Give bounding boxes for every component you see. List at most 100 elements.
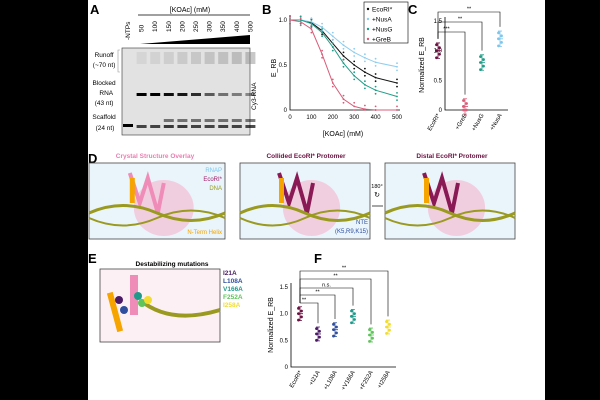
b-data-point bbox=[321, 53, 323, 56]
scaffold-band bbox=[218, 125, 229, 128]
f-data-point bbox=[388, 322, 391, 326]
scaffold-upper-band bbox=[177, 119, 188, 122]
b-data-point bbox=[342, 51, 345, 54]
dna-helix-strand bbox=[88, 209, 226, 227]
b-fit-line-1 bbox=[290, 19, 398, 68]
c-significance-label: ** bbox=[467, 7, 472, 13]
cy3-label: Cy3-RNA bbox=[251, 82, 258, 110]
n-term-helix bbox=[424, 178, 429, 203]
b-ytick: 0 bbox=[284, 108, 288, 114]
b-data-point bbox=[364, 71, 366, 74]
mutation-label: I258A bbox=[223, 302, 241, 309]
b-data-point bbox=[364, 53, 366, 56]
b-data-point bbox=[342, 65, 345, 68]
b-data-point bbox=[396, 69, 398, 72]
b-data-point bbox=[396, 78, 398, 81]
c-data-point bbox=[482, 64, 485, 68]
b-data-point bbox=[310, 19, 313, 21]
c-data-point bbox=[435, 43, 438, 47]
c-data-point bbox=[465, 108, 468, 112]
f-data-point bbox=[335, 331, 338, 335]
mutation-site bbox=[120, 306, 128, 314]
b-xtick: 400 bbox=[371, 115, 382, 121]
mutation-label: L108A bbox=[223, 278, 243, 285]
b-legend bbox=[363, 1, 409, 44]
b-data-point bbox=[299, 20, 302, 23]
dna-helix bbox=[384, 204, 516, 222]
mutation-site bbox=[144, 296, 152, 304]
c-error-bar bbox=[435, 42, 441, 59]
f-data-point bbox=[332, 334, 335, 338]
helix-label: N-Term Helix bbox=[187, 230, 222, 236]
lane-label: 250 bbox=[193, 21, 200, 32]
f-significance-bracket bbox=[300, 302, 319, 324]
b-legend-entry: +NusA bbox=[372, 17, 392, 24]
blocked-band bbox=[150, 93, 161, 96]
scaffold-band bbox=[231, 125, 242, 128]
c-significance-label: ** bbox=[458, 17, 463, 23]
scaffold-size: (24 nt) bbox=[96, 125, 115, 132]
blocked-band bbox=[191, 93, 201, 96]
b-data-point bbox=[353, 67, 356, 70]
c-axes bbox=[444, 17, 508, 111]
c-data-point bbox=[438, 52, 441, 56]
c-data-point bbox=[500, 34, 503, 38]
mutation-label: I21A bbox=[223, 270, 237, 277]
c-data-point bbox=[500, 40, 503, 44]
blocked-band bbox=[163, 93, 174, 96]
f-data-point bbox=[300, 309, 303, 313]
blocked-band bbox=[218, 93, 229, 96]
b-data-point bbox=[396, 99, 398, 101]
f-axes bbox=[290, 283, 396, 368]
b-data-point bbox=[331, 31, 334, 34]
f-error-bar bbox=[368, 327, 374, 343]
ecori-cartoon bbox=[127, 171, 166, 214]
scaffold-upper-band bbox=[204, 119, 215, 122]
b-data-point bbox=[321, 49, 323, 52]
f-data-point bbox=[353, 318, 356, 321]
b-data-point bbox=[364, 87, 366, 90]
runoff-label: Runoff bbox=[95, 52, 114, 59]
b-data-point bbox=[310, 22, 313, 25]
b-data-point bbox=[353, 74, 356, 77]
runoff-smear bbox=[150, 52, 161, 64]
blocked-band bbox=[136, 93, 147, 96]
f-data-point bbox=[350, 321, 353, 325]
c-data-point bbox=[465, 102, 468, 105]
b-data-point bbox=[396, 82, 398, 84]
b-data-point bbox=[321, 31, 323, 34]
b-xlabel: [KOAc] (mM) bbox=[323, 131, 363, 138]
runoff-bracket bbox=[117, 49, 120, 73]
salt-titration-chart: E_RB [KOAc] (mM) 0 100 200 300 400 500 0 0.5 1.0… bbox=[271, 1, 409, 138]
concentration-wedge bbox=[140, 35, 250, 44]
b-legend-marker bbox=[366, 37, 370, 41]
b-data-point bbox=[342, 94, 345, 97]
b-data-point bbox=[299, 22, 302, 25]
f-error-bar bbox=[332, 322, 338, 337]
b-data-point bbox=[310, 26, 313, 29]
f-error-bar bbox=[350, 309, 356, 324]
figure-panel: A B C D E F [KOAc] (mM) -NTPs 50 100 150 200… bbox=[88, 0, 545, 400]
b-data-point bbox=[331, 42, 334, 45]
f-xtick: +L108A bbox=[323, 370, 339, 391]
dna-helix bbox=[138, 298, 221, 318]
f-data-point bbox=[297, 306, 300, 310]
runoff-smear bbox=[245, 52, 256, 64]
b-data-point bbox=[321, 26, 323, 29]
b-data-point bbox=[353, 60, 356, 63]
b-xtick: 500 bbox=[392, 115, 403, 121]
c-error-bar bbox=[479, 54, 485, 71]
b-data-point bbox=[299, 19, 302, 21]
f-data-point bbox=[368, 328, 371, 332]
structure-panel-d: Crystal Structure Overlay Collided EcoRI… bbox=[88, 153, 516, 240]
f-xtick: +V166A bbox=[341, 370, 357, 392]
b-data-point bbox=[353, 51, 356, 54]
ecori-cartoon bbox=[422, 171, 460, 214]
b-data-point bbox=[331, 78, 334, 81]
f-ytick: 1.0 bbox=[280, 312, 289, 318]
dna-helix bbox=[239, 204, 371, 222]
dna-helix bbox=[88, 204, 226, 222]
mutations-title: Destabilizing mutations bbox=[136, 261, 209, 268]
f-ylabel: Normalized E_RB bbox=[268, 297, 275, 353]
